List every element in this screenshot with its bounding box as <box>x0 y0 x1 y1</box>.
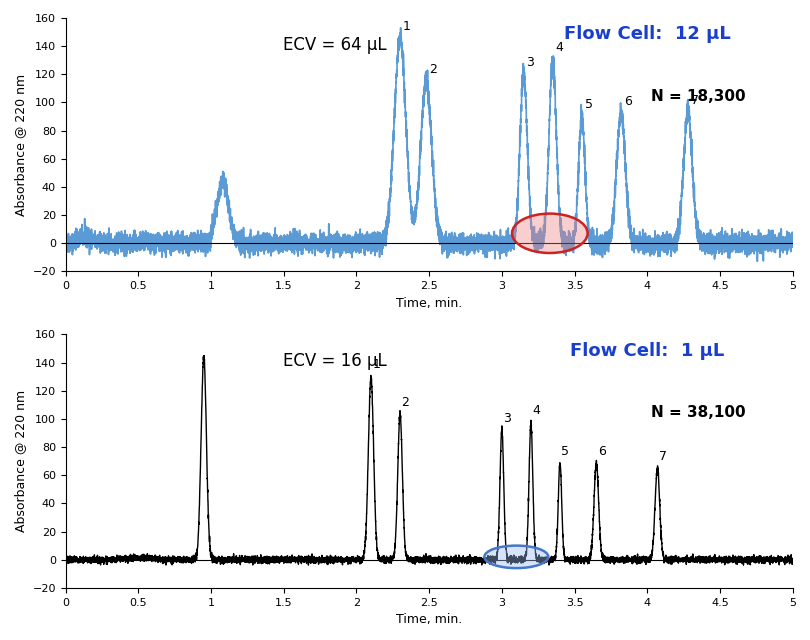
Text: 3: 3 <box>503 412 511 424</box>
Y-axis label: Absorbance @ 220 nm: Absorbance @ 220 nm <box>14 390 27 532</box>
Text: 2: 2 <box>402 396 409 409</box>
Text: 3: 3 <box>526 56 535 68</box>
Text: 5: 5 <box>561 445 569 458</box>
Ellipse shape <box>512 214 587 253</box>
Text: 6: 6 <box>598 445 606 458</box>
Text: 6: 6 <box>624 95 632 108</box>
X-axis label: Time, min.: Time, min. <box>396 296 463 310</box>
Text: 1: 1 <box>403 20 411 33</box>
Ellipse shape <box>484 545 548 568</box>
Text: 7: 7 <box>659 449 667 463</box>
X-axis label: Time, min.: Time, min. <box>396 613 463 626</box>
Text: Flow Cell:  12 μL: Flow Cell: 12 μL <box>564 26 731 44</box>
Text: N = 38,100: N = 38,100 <box>650 405 745 420</box>
Text: 2: 2 <box>429 63 437 76</box>
Text: 4: 4 <box>532 404 540 417</box>
Text: ECV = 16 μL: ECV = 16 μL <box>283 352 386 370</box>
Text: 5: 5 <box>585 98 593 111</box>
Y-axis label: Absorbance @ 220 nm: Absorbance @ 220 nm <box>14 74 27 216</box>
Text: 1: 1 <box>373 358 381 371</box>
Text: Flow Cell:  1 μL: Flow Cell: 1 μL <box>570 342 724 360</box>
Text: 7: 7 <box>691 93 699 107</box>
Text: 4: 4 <box>556 42 564 54</box>
Text: N = 18,300: N = 18,300 <box>650 89 745 104</box>
Text: ECV = 64 μL: ECV = 64 μL <box>283 36 386 54</box>
